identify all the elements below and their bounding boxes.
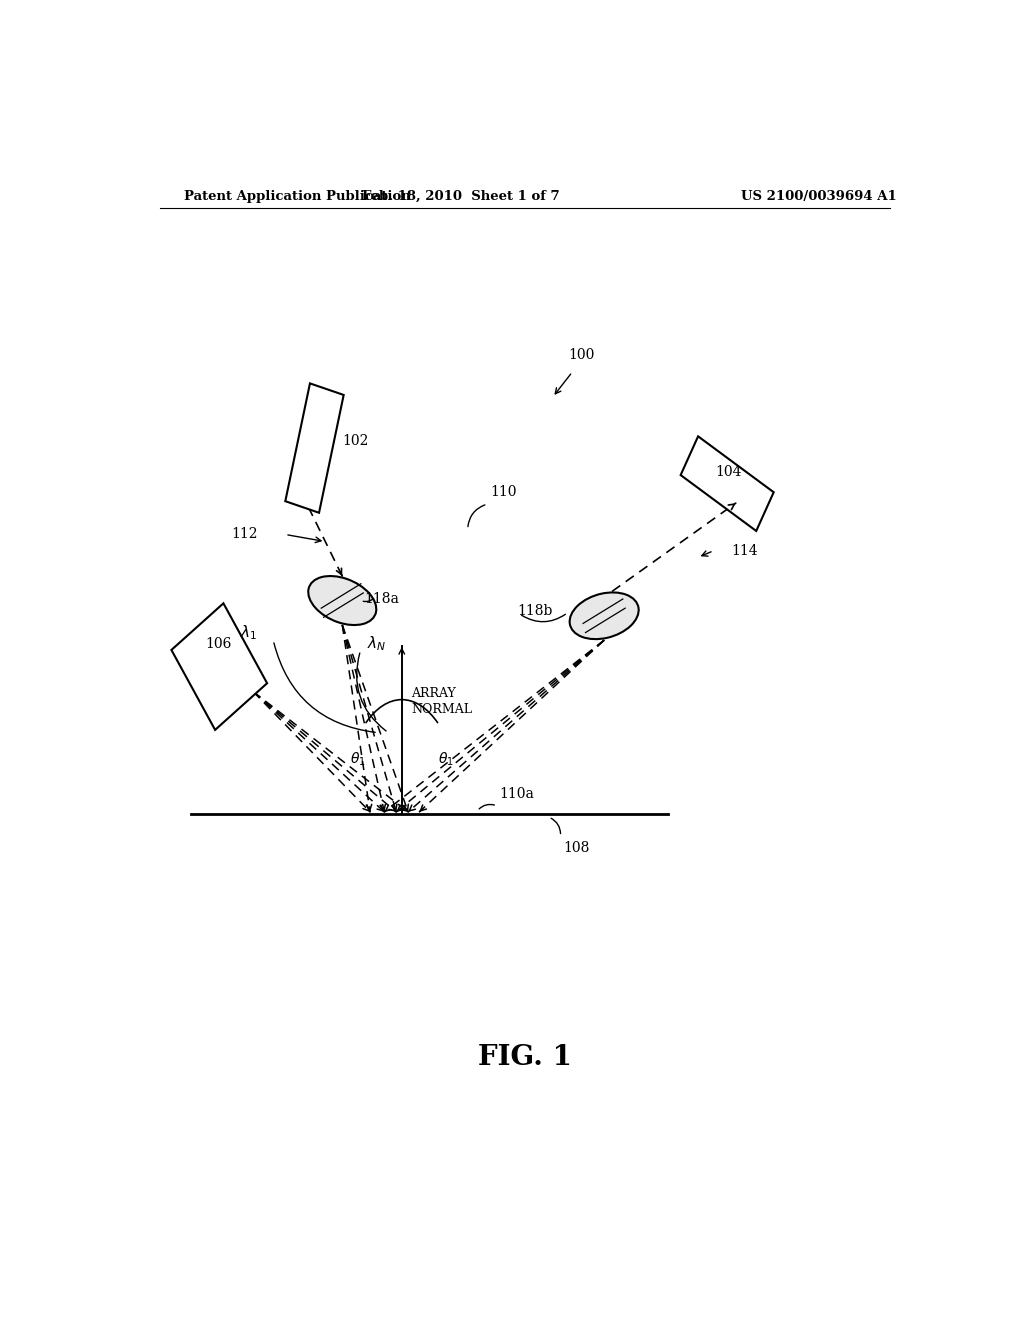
Text: 102: 102 <box>342 434 369 447</box>
Text: 112: 112 <box>230 528 257 541</box>
Text: 100: 100 <box>568 347 595 362</box>
Text: FIG. 1: FIG. 1 <box>478 1044 571 1072</box>
Text: $\theta_1$: $\theta_1$ <box>437 750 454 767</box>
Text: $\lambda_1$: $\lambda_1$ <box>240 624 257 643</box>
Text: $\theta_1$: $\theta_1$ <box>350 750 366 767</box>
Ellipse shape <box>308 576 376 626</box>
Text: Feb. 18, 2010  Sheet 1 of 7: Feb. 18, 2010 Sheet 1 of 7 <box>362 190 560 202</box>
Text: 118a: 118a <box>365 591 399 606</box>
Text: 118b: 118b <box>517 603 552 618</box>
Text: ARRAY
NORMAL: ARRAY NORMAL <box>412 686 472 715</box>
Polygon shape <box>681 437 774 531</box>
Text: 108: 108 <box>563 841 589 855</box>
Text: $\lambda_N$: $\lambda_N$ <box>367 634 386 652</box>
Text: US 2100/0039694 A1: US 2100/0039694 A1 <box>740 190 896 202</box>
Text: 110a: 110a <box>500 787 535 801</box>
Ellipse shape <box>569 593 639 639</box>
Polygon shape <box>171 603 267 730</box>
Text: 104: 104 <box>715 465 741 479</box>
Text: 110: 110 <box>489 484 516 499</box>
Text: Patent Application Publication: Patent Application Publication <box>183 190 411 202</box>
Text: 106: 106 <box>206 638 232 651</box>
Text: 114: 114 <box>731 544 758 558</box>
Polygon shape <box>286 383 344 512</box>
